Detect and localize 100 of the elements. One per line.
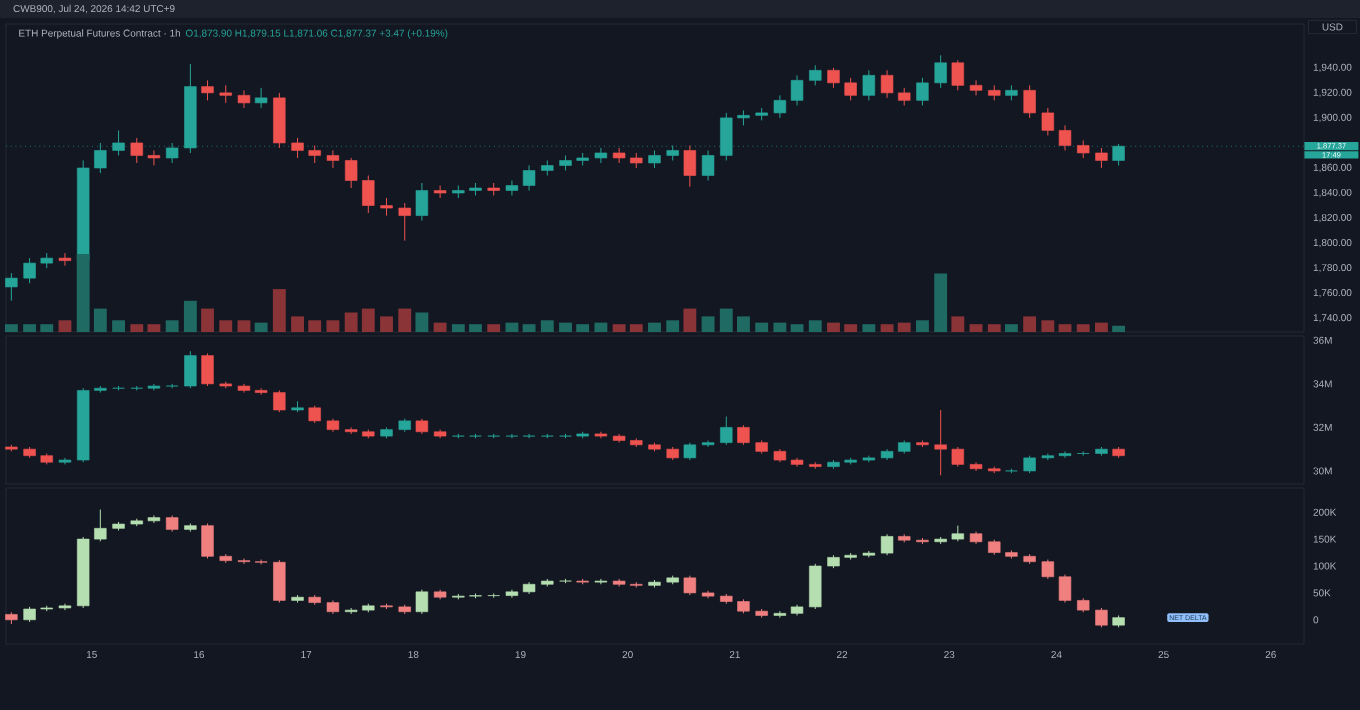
bar bbox=[897, 322, 911, 332]
candlestick bbox=[594, 147, 608, 164]
bar bbox=[23, 324, 37, 332]
candlestick bbox=[969, 79, 983, 96]
candlestick bbox=[201, 352, 214, 387]
candlestick bbox=[612, 147, 626, 164]
candlestick bbox=[1077, 450, 1090, 457]
bar bbox=[701, 316, 715, 332]
candlestick bbox=[701, 439, 715, 448]
candlestick bbox=[790, 74, 804, 106]
candlestick bbox=[237, 89, 251, 109]
bar bbox=[1041, 320, 1055, 332]
candlestick bbox=[254, 87, 268, 109]
bar bbox=[559, 322, 572, 332]
candlestick bbox=[147, 149, 161, 166]
bar bbox=[165, 320, 179, 332]
candlestick bbox=[147, 514, 161, 524]
bar bbox=[862, 324, 876, 332]
bar bbox=[326, 320, 340, 332]
bar bbox=[934, 273, 948, 332]
bar bbox=[380, 316, 393, 332]
bar bbox=[183, 300, 197, 332]
bar bbox=[719, 308, 733, 332]
bar bbox=[433, 322, 447, 332]
candlestick bbox=[273, 389, 286, 413]
candlestick bbox=[683, 575, 697, 596]
candlestick bbox=[1023, 84, 1036, 119]
candlestick bbox=[201, 523, 214, 559]
bar bbox=[487, 324, 501, 332]
candlestick bbox=[291, 137, 304, 159]
candlestick bbox=[951, 446, 965, 468]
candlestick bbox=[522, 433, 536, 439]
candlestick bbox=[1058, 124, 1072, 151]
candlestick bbox=[505, 180, 519, 197]
candlestick bbox=[1058, 450, 1072, 459]
candlestick bbox=[5, 272, 18, 302]
bar bbox=[951, 316, 965, 332]
bar bbox=[969, 324, 983, 332]
candlestick bbox=[934, 54, 947, 89]
bar bbox=[827, 322, 840, 332]
bar bbox=[629, 324, 643, 332]
bar bbox=[666, 320, 680, 332]
bar bbox=[755, 322, 769, 332]
bar bbox=[469, 324, 482, 332]
bar bbox=[916, 320, 929, 332]
bar bbox=[880, 324, 894, 332]
candlestick bbox=[415, 589, 429, 615]
bar bbox=[612, 324, 626, 332]
bar bbox=[1076, 324, 1090, 332]
candlestick bbox=[398, 202, 411, 242]
bar bbox=[648, 322, 661, 332]
bar bbox=[808, 320, 822, 332]
bar bbox=[505, 322, 519, 332]
candlestick bbox=[1041, 107, 1055, 136]
candlestick bbox=[862, 69, 876, 101]
bar bbox=[540, 320, 554, 332]
bar bbox=[1023, 316, 1037, 332]
candlestick bbox=[701, 149, 715, 181]
candlestick bbox=[1095, 147, 1108, 169]
bar bbox=[1004, 324, 1018, 332]
bar bbox=[308, 320, 322, 332]
candlestick bbox=[1041, 559, 1055, 580]
bar bbox=[344, 312, 358, 332]
bar bbox=[4, 324, 18, 332]
candlestick bbox=[809, 563, 822, 610]
candlestick bbox=[1058, 574, 1072, 604]
candlestick bbox=[415, 182, 429, 222]
bar bbox=[844, 324, 858, 332]
candlestick bbox=[827, 67, 840, 89]
bar bbox=[1058, 324, 1072, 332]
candlestick bbox=[505, 433, 519, 439]
candlestick bbox=[720, 416, 733, 446]
candlestick bbox=[362, 174, 375, 214]
bar bbox=[398, 308, 412, 332]
candlestick bbox=[951, 59, 965, 91]
candlestick bbox=[880, 69, 894, 99]
bar bbox=[112, 320, 125, 332]
candlestick bbox=[254, 387, 268, 396]
candlestick bbox=[934, 409, 947, 476]
candlestick bbox=[773, 94, 787, 119]
candlestick bbox=[880, 533, 894, 556]
bar bbox=[576, 324, 590, 332]
candlestick bbox=[23, 257, 36, 284]
bar bbox=[130, 324, 144, 332]
candlestick bbox=[916, 77, 929, 106]
candlestick bbox=[273, 92, 286, 149]
candlestick bbox=[773, 610, 787, 619]
bar bbox=[737, 316, 750, 332]
candlestick bbox=[201, 79, 214, 101]
candlestick bbox=[326, 149, 340, 169]
bar bbox=[987, 324, 1001, 332]
bar bbox=[790, 324, 804, 332]
bar bbox=[58, 320, 72, 332]
candlestick bbox=[94, 509, 107, 542]
bar bbox=[451, 324, 465, 332]
candlestick bbox=[683, 144, 697, 188]
bar bbox=[1112, 325, 1126, 332]
candlestick bbox=[1095, 607, 1108, 628]
bar bbox=[237, 320, 251, 332]
bar bbox=[219, 320, 233, 332]
